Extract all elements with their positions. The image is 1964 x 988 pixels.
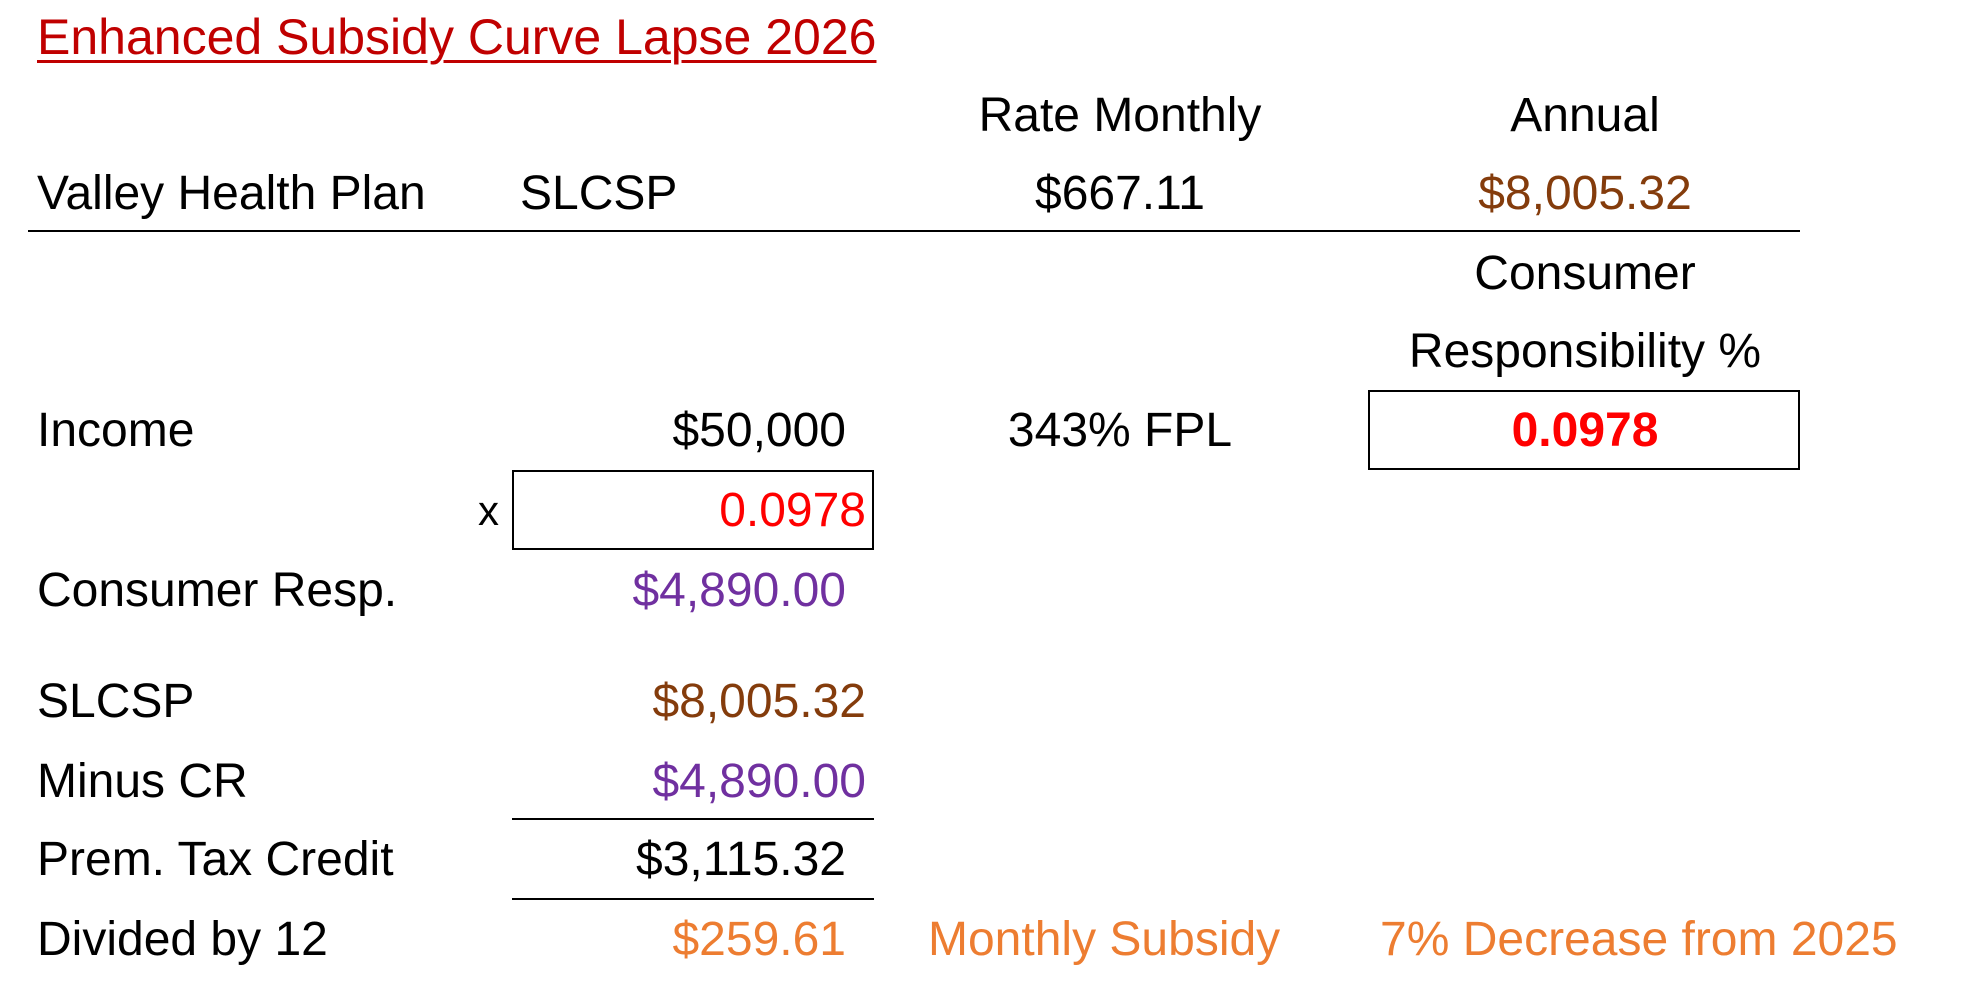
responsibility-pct-value: 0.0978 — [1511, 404, 1659, 457]
divided-by-12-label: Divided by 12 — [37, 913, 328, 966]
income-label: Income — [37, 404, 195, 457]
multiplier-value: 0.0978 — [719, 484, 866, 537]
minus-cr-value: $4,890.00 — [652, 755, 866, 808]
income-value: $50,000 — [672, 404, 846, 457]
monthly-subsidy-value: $259.61 — [672, 913, 846, 966]
fpl-value: 343% FPL — [1007, 404, 1233, 457]
annual-header: Annual — [1510, 89, 1660, 142]
subtotal-divider — [512, 818, 874, 820]
ptc-label: Prem. Tax Credit — [37, 833, 394, 886]
plan-row-divider — [28, 230, 1800, 232]
ptc-value: $3,115.32 — [636, 833, 846, 886]
annual-value: $8,005.32 — [1478, 167, 1692, 220]
consumer-responsibility-header-line1: Consumer — [1474, 247, 1696, 300]
multiplier-cell[interactable] — [512, 470, 874, 550]
page-title: Enhanced Subsidy Curve Lapse 2026 — [37, 9, 877, 65]
rate-monthly-header: Rate Monthly — [978, 89, 1262, 142]
rate-monthly-value: $667.11 — [1035, 167, 1205, 220]
plan-type: SLCSP — [520, 167, 678, 220]
consumer-resp-label: Consumer Resp. — [37, 564, 398, 617]
total-divider — [512, 898, 874, 900]
responsibility-pct-cell[interactable] — [1368, 390, 1800, 470]
plan-name: Valley Health Plan — [37, 167, 426, 220]
slcsp-value: $8,005.32 — [652, 675, 866, 728]
multiply-symbol: x — [478, 487, 499, 534]
minus-cr-label: Minus CR — [37, 755, 248, 808]
consumer-responsibility-header-line2: Responsibility % — [1408, 325, 1762, 378]
decrease-note: 7% Decrease from 2025 — [1380, 913, 1898, 966]
slcsp-label: SLCSP — [37, 675, 195, 728]
monthly-subsidy-label: Monthly Subsidy — [928, 913, 1281, 966]
consumer-resp-value: $4,890.00 — [632, 564, 846, 617]
